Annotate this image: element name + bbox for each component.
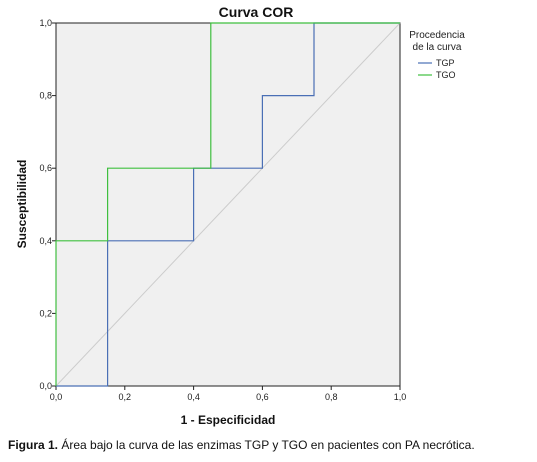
legend-title-line1: Procedencia — [409, 30, 465, 41]
y-tick-label: 0,6 — [39, 163, 52, 173]
y-axis-ticks: 0,0 0,2 0,4 0,6 0,8 1,0 — [39, 18, 56, 391]
x-tick-label: 0,6 — [256, 392, 269, 402]
y-tick-label: 0,4 — [39, 236, 52, 246]
series-line-tgp — [56, 22, 400, 387]
legend-label-tgo: TGO — [436, 70, 456, 80]
legend-title-line2: de la curva — [413, 42, 462, 53]
y-tick-label: 0,0 — [39, 381, 52, 391]
roc-chart: Curva COR 0,0 0,2 0,4 0,6 0,8 1,0 0,00,20,40,… — [15, 4, 465, 427]
y-tick-label: 1,0 — [39, 18, 52, 28]
diagonal-reference-line — [55, 22, 401, 387]
x-tick-label: 0,2 — [119, 392, 132, 402]
y-tick-label: 0,8 — [39, 91, 52, 101]
x-tick-label: 0,0 — [50, 392, 63, 402]
series-line-tgo — [55, 22, 400, 386]
x-axis-ticks: 0,0 0,2 0,4 0,6 0,8 1,0 — [50, 386, 407, 402]
x-axis-label: 1 - Especificidad — [181, 413, 276, 427]
figure-caption: Figura 1. Área bajo la curva de las enzi… — [8, 438, 533, 452]
chart-title: Curva COR — [219, 4, 294, 20]
caption-text: Área bajo la curva de las enzimas TGP y … — [58, 438, 475, 452]
x-tick-label: 1,0 — [394, 392, 407, 402]
x-tick-label: 0,8 — [325, 392, 338, 402]
legend: Procedencia de la curva TGP TGO — [409, 30, 465, 80]
legend-label-tgp: TGP — [436, 58, 455, 68]
y-axis-label: Susceptibilidad — [15, 160, 29, 249]
x-tick-label: 0,4 — [187, 392, 200, 402]
y-tick-label: 0,2 — [39, 308, 52, 318]
caption-label: Figura 1. — [8, 438, 59, 452]
